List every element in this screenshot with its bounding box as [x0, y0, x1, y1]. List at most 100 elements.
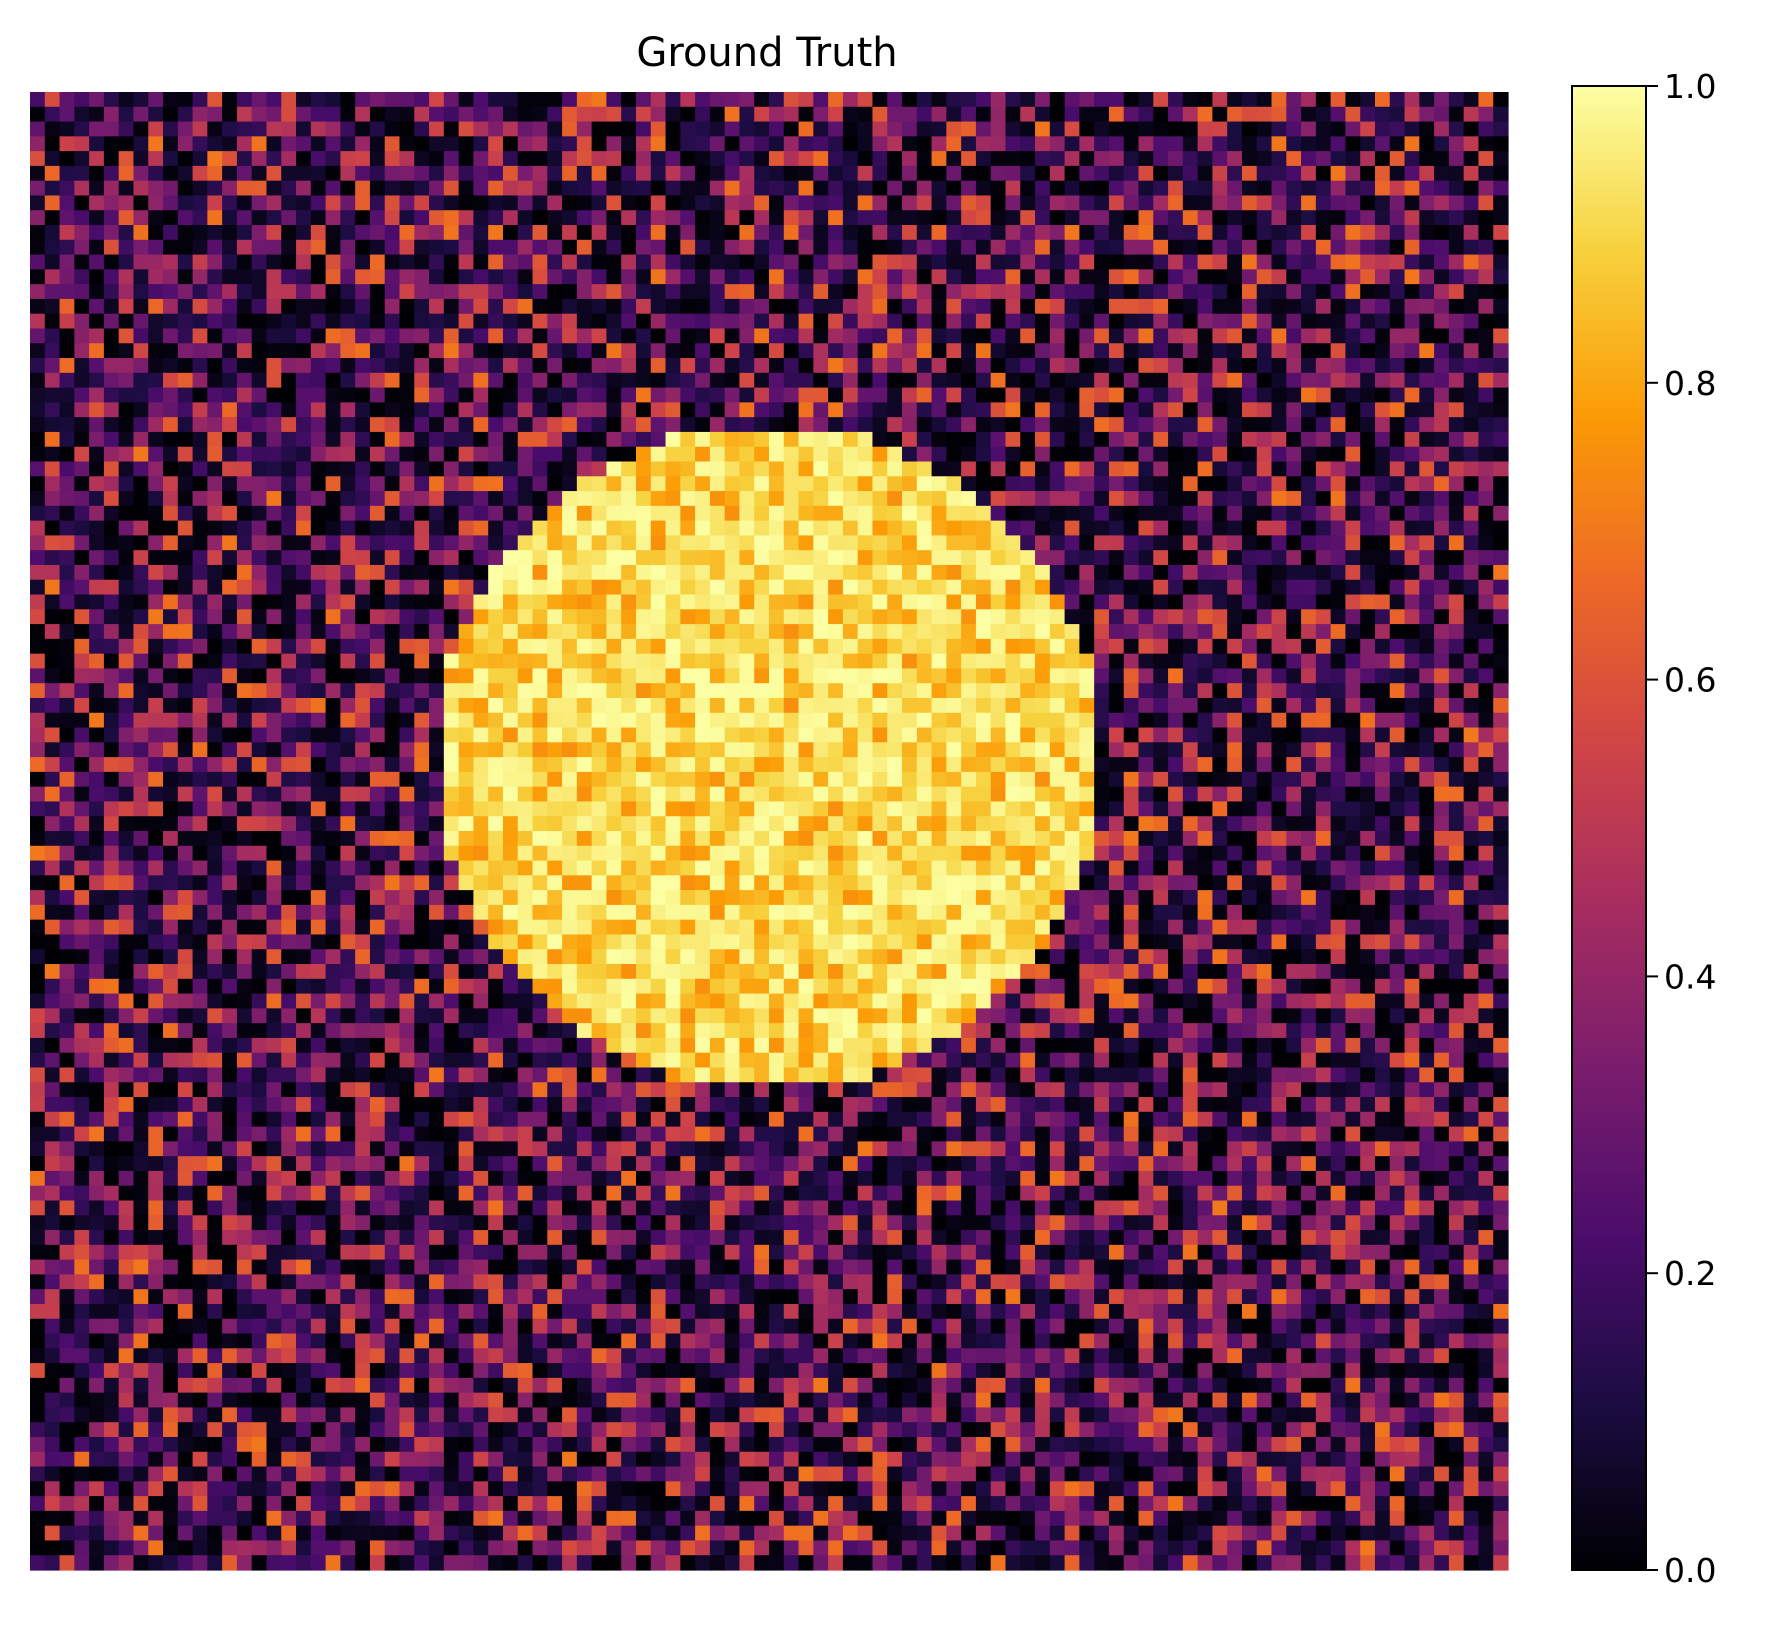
heatmap-cell: [281, 254, 297, 270]
heatmap-cell: [1212, 505, 1228, 522]
heatmap-cell: [429, 757, 445, 773]
heatmap-cell: [103, 697, 120, 714]
heatmap-cell: [680, 564, 696, 581]
heatmap-cell: [384, 638, 401, 655]
heatmap-cell: [1434, 816, 1450, 832]
heatmap-cell: [222, 683, 238, 699]
heatmap-cell: [872, 697, 888, 714]
heatmap-cell: [30, 239, 46, 256]
heatmap-cell: [103, 417, 120, 433]
heatmap-cell: [1197, 609, 1213, 625]
heatmap-cell: [990, 269, 1007, 285]
heatmap-cell: [502, 387, 519, 403]
heatmap-cell: [547, 358, 563, 374]
heatmap-cell: [443, 683, 460, 699]
heatmap-cell: [754, 372, 770, 389]
heatmap-cell: [872, 106, 888, 123]
heatmap-cell: [946, 92, 962, 108]
heatmap-cell: [30, 771, 46, 788]
heatmap-cell: [1315, 742, 1332, 758]
heatmap-cell: [1404, 520, 1420, 536]
heatmap-cell: [177, 136, 194, 152]
heatmap-cell: [798, 372, 814, 389]
heatmap-cell: [384, 106, 401, 123]
heatmap-cell: [1374, 372, 1391, 389]
heatmap-cell: [857, 269, 874, 285]
heatmap-cell: [591, 387, 608, 403]
heatmap-cell: [857, 579, 874, 596]
heatmap-cell: [1079, 638, 1095, 655]
heatmap-cell: [1108, 195, 1125, 211]
heatmap-cell: [798, 151, 814, 167]
heatmap-cell: [1168, 712, 1184, 729]
heatmap-cell: [1035, 535, 1051, 551]
heatmap-cell: [1079, 106, 1095, 123]
heatmap-cell: [192, 431, 208, 448]
heatmap-cell: [399, 298, 415, 315]
heatmap-cell: [680, 683, 696, 699]
heatmap-cell: [931, 446, 947, 463]
heatmap-cell: [1064, 697, 1080, 714]
heatmap-cell: [562, 195, 578, 211]
heatmap-cell: [872, 801, 888, 817]
heatmap-cell: [1478, 298, 1494, 315]
heatmap-cell: [429, 446, 445, 463]
heatmap-cell: [842, 151, 859, 167]
heatmap-cell: [1463, 683, 1480, 699]
heatmap-cell: [695, 151, 711, 167]
heatmap-cell: [1389, 239, 1406, 256]
heatmap-cell: [133, 225, 149, 241]
heatmap-cell: [1301, 653, 1317, 670]
heatmap-cell: [665, 210, 681, 226]
heatmap-cell: [709, 210, 726, 226]
heatmap-cell: [1168, 343, 1184, 359]
heatmap-cell: [192, 535, 208, 551]
heatmap-cell: [1108, 801, 1125, 817]
heatmap-cell: [1330, 136, 1347, 152]
heatmap-cell: [414, 712, 430, 729]
heatmap-cell: [709, 180, 726, 197]
heatmap-cell: [1389, 727, 1406, 743]
heatmap-cell: [650, 92, 667, 108]
heatmap-cell: [163, 742, 179, 758]
heatmap-cell: [902, 520, 918, 536]
heatmap-cell: [650, 594, 667, 610]
heatmap-cell: [1374, 624, 1391, 640]
heatmap-cell: [576, 668, 593, 684]
heatmap-cell: [1005, 239, 1021, 256]
heatmap-cell: [990, 683, 1007, 699]
heatmap-cell: [1123, 136, 1140, 152]
heatmap-cell: [355, 225, 371, 241]
heatmap-cell: [562, 786, 578, 803]
heatmap-cell: [1049, 742, 1066, 758]
heatmap-cell: [724, 136, 741, 152]
heatmap-cell: [680, 284, 696, 300]
heatmap-cell: [429, 712, 445, 729]
heatmap-cell: [325, 786, 341, 803]
heatmap-cell: [266, 372, 282, 389]
heatmap-cell: [709, 579, 726, 596]
heatmap-cell: [399, 402, 415, 418]
heatmap-cell: [975, 638, 992, 655]
heatmap-cell: [399, 816, 415, 832]
heatmap-cell: [148, 697, 164, 714]
heatmap-cell: [665, 225, 681, 241]
heatmap-cell: [576, 476, 593, 492]
heatmap-cell: [369, 757, 386, 773]
heatmap-cell: [399, 431, 415, 448]
heatmap-cell: [1020, 786, 1036, 803]
heatmap-cell: [1374, 151, 1391, 167]
heatmap-cell: [1493, 712, 1509, 729]
heatmap-cell: [709, 727, 726, 743]
heatmap-cell: [222, 727, 238, 743]
heatmap-cell: [325, 476, 341, 492]
heatmap-cell: [1197, 284, 1213, 300]
heatmap-cell: [443, 225, 460, 241]
heatmap-cell: [887, 343, 903, 359]
heatmap-cell: [30, 801, 46, 817]
heatmap-cell: [1138, 550, 1154, 566]
heatmap-cell: [1123, 461, 1140, 477]
heatmap-cell: [473, 594, 489, 610]
heatmap-cell: [103, 343, 120, 359]
heatmap-cell: [1271, 786, 1287, 803]
